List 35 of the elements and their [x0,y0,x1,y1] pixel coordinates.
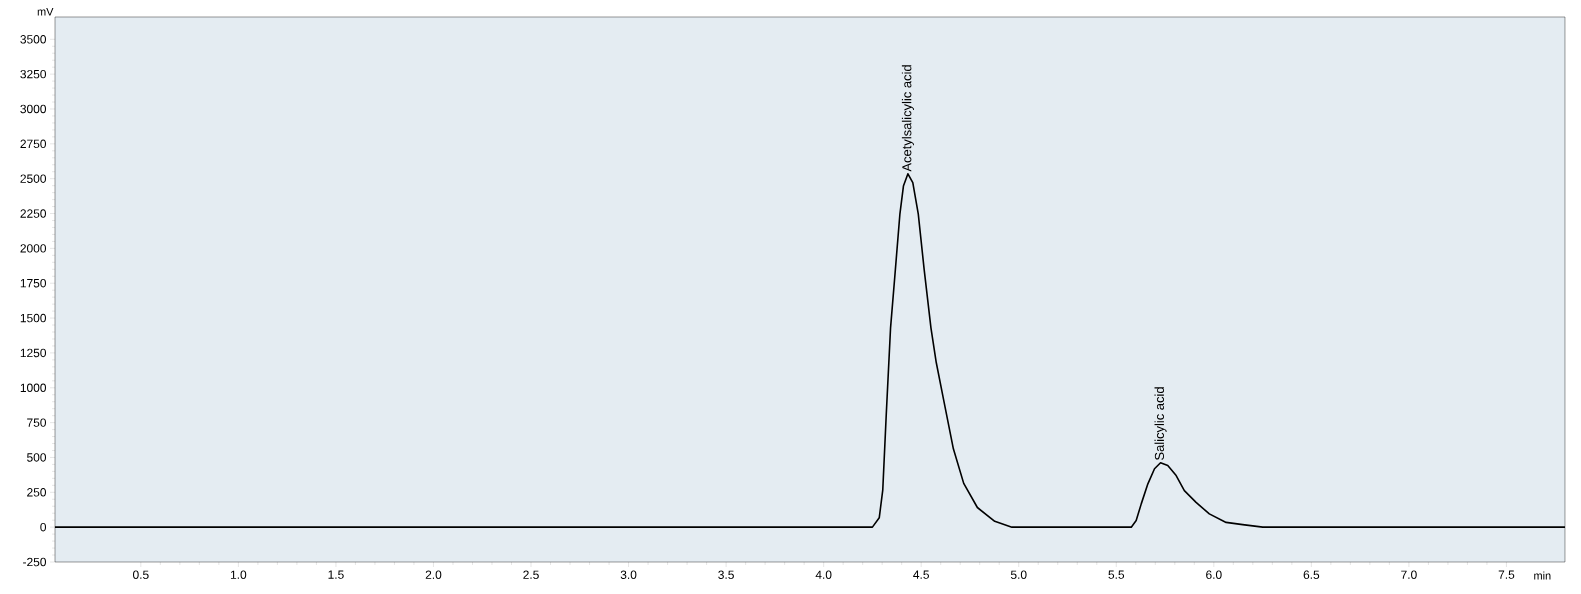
annotation: Salicylic acid [1154,387,1167,460]
x-axis-title: min [1534,571,1551,580]
y-tick-label: 1500 [20,313,47,323]
x-tick-label: 5.0 [1010,570,1027,579]
x-tick-label: 7.0 [1401,570,1417,579]
y-tick-label: 2500 [20,174,47,183]
y-tick-label: 3250 [20,69,47,79]
x-tick-label: 7.5 [1498,570,1515,579]
x-tick-label: 4.5 [913,570,929,579]
annotation: Acetylsalicylic acid [901,65,914,172]
y-tick-label: 0 [40,522,47,532]
y-axis-title: mV [37,7,54,16]
y-tick-label: 3500 [20,35,47,44]
x-tick-label: 2.0 [425,570,442,579]
x-tick-label: 6.0 [1206,570,1222,579]
y-tick-label: 750 [27,418,47,427]
y-tick-label: 1250 [20,348,47,358]
y-tick-label: 500 [27,453,47,462]
x-tick-label: 3.5 [718,570,734,579]
y-tick-label: 2250 [20,209,47,218]
y-tick-label: -250 [23,557,47,567]
x-tick-label: 2.5 [523,570,539,579]
x-tick-label: 6.5 [1303,570,1320,579]
x-tick-label: 1.0 [230,570,247,579]
y-tick-label: 3000 [20,104,47,114]
y-tick-label: 250 [27,488,47,497]
x-tick-label: 5.5 [1108,570,1125,579]
y-tick-label: 2750 [20,139,47,149]
y-tick-label: 1000 [20,383,47,392]
y-tick-label: 2000 [20,244,47,253]
x-tick-label: 3.0 [620,570,637,579]
x-tick-label: 4.0 [815,570,832,579]
y-tick-label: 1750 [20,279,47,288]
x-tick-label: 0.5 [133,570,149,579]
x-tick-label: 1.5 [328,570,344,579]
